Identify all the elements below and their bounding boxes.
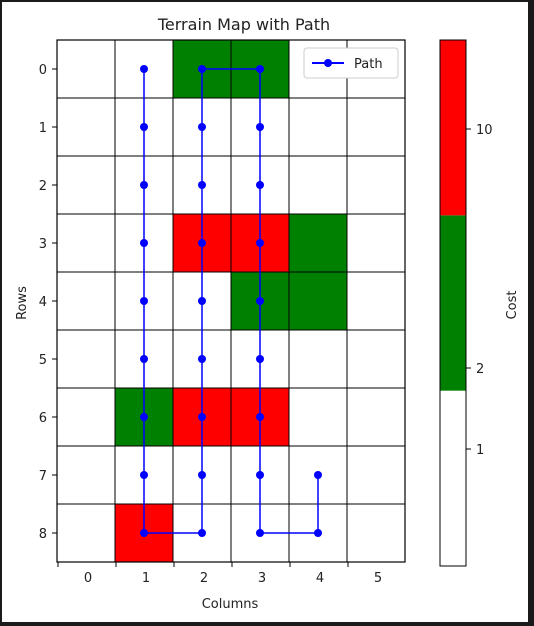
y-axis-label: Rows (15, 286, 30, 320)
terrain-cell-r5-c4 (288, 329, 348, 389)
terrain-cell-r1-c5 (346, 97, 406, 157)
terrain-cell-r8-c0 (56, 503, 116, 563)
path-point-16 (198, 123, 206, 131)
x-axis-label: Columns (202, 597, 259, 612)
path-point-26 (256, 529, 264, 537)
path-point-25 (256, 471, 264, 479)
terrain-cell-r3-c5 (346, 213, 406, 273)
y-tick-label-1: 1 (39, 121, 47, 136)
colorbar-label: Cost (505, 291, 520, 320)
terrain-chart: Terrain Map with Path 0 1 2 3 4 5 0 1 2 3 4 5 6 7 8 Co… (15, 15, 520, 612)
path-point-10 (198, 471, 206, 479)
y-tick-label-0: 0 (39, 63, 47, 78)
y-tick-label-8: 8 (39, 527, 47, 542)
colorbar-frame (439, 39, 467, 567)
terrain-cell-r1-c0 (56, 97, 116, 157)
terrain-cell-r2-c5 (346, 155, 406, 215)
terrain-cell-r3-c4 (288, 213, 348, 273)
y-tick-label-7: 7 (39, 469, 47, 484)
terrain-cell-r5-c0 (56, 329, 116, 389)
path-point-4 (140, 297, 148, 305)
chart-title: Terrain Map with Path (157, 15, 330, 34)
path-point-6 (140, 413, 148, 421)
terrain-cell-r2-c4 (288, 155, 348, 215)
terrain-cell-r3-c0 (56, 213, 116, 273)
path-point-7 (140, 471, 148, 479)
path-point-12 (198, 355, 206, 363)
path-point-21 (256, 239, 264, 247)
colorbar: 1 2 10 (439, 39, 493, 567)
path-point-2 (140, 181, 148, 189)
x-tick-label-2: 2 (200, 571, 208, 586)
colorbar-segment-10 (440, 40, 466, 216)
terrain-cell-r0-c0 (56, 39, 116, 99)
terrain-cell-r2-c0 (56, 155, 116, 215)
x-tick-label-0: 0 (84, 571, 92, 586)
chart-figure: Terrain Map with Path 0 1 2 3 4 5 0 1 2 3 4 5 6 7 8 Co… (2, 2, 528, 622)
x-tick-label-4: 4 (316, 571, 324, 586)
y-tick-label-6: 6 (39, 411, 47, 426)
path-point-20 (256, 181, 264, 189)
terrain-cell-r1-c4 (288, 97, 348, 157)
terrain-cell-r4-c0 (56, 271, 116, 331)
terrain-cell-r4-c4 (288, 271, 348, 331)
axes: 0 1 2 3 4 5 0 1 2 3 4 5 6 7 8 (39, 39, 406, 586)
path-point-28 (314, 471, 322, 479)
x-tick-label-3: 3 (258, 571, 266, 586)
y-tick-label-5: 5 (39, 353, 47, 368)
legend-path-label: Path (354, 57, 383, 72)
path-point-17 (198, 65, 206, 73)
colorbar-segment-1 (440, 390, 466, 566)
terrain-cell-r7-c0 (56, 445, 116, 505)
colorbar-segment-2 (440, 215, 466, 391)
path-point-23 (256, 355, 264, 363)
terrain-cell-r7-c5 (346, 445, 406, 505)
path-point-14 (198, 239, 206, 247)
y-tick-label-2: 2 (39, 179, 47, 194)
path-point-27 (314, 529, 322, 537)
colorbar-tick-label-10: 10 (476, 123, 493, 138)
path-series (140, 65, 322, 537)
path-point-11 (198, 413, 206, 421)
colorbar-tick-label-2: 2 (476, 362, 484, 377)
path-point-19 (256, 123, 264, 131)
path-point-9 (198, 529, 206, 537)
y-tick-label-4: 4 (39, 295, 47, 310)
path-point-18 (256, 65, 264, 73)
path-point-5 (140, 355, 148, 363)
terrain-cell-r8-c5 (346, 503, 406, 563)
colorbar-tick-label-1: 1 (476, 443, 484, 458)
x-tick-label-5: 5 (374, 571, 382, 586)
terrain-cell-r5-c5 (346, 329, 406, 389)
path-point-13 (198, 297, 206, 305)
path-point-15 (198, 181, 206, 189)
path-point-3 (140, 239, 148, 247)
legend-box (303, 47, 399, 79)
terrain-cell-r6-c4 (288, 387, 348, 447)
terrain-cell-r6-c0 (56, 387, 116, 447)
y-tick-label-3: 3 (39, 237, 47, 252)
terrain-cell-r6-c5 (346, 387, 406, 447)
path-point-22 (256, 297, 264, 305)
legend-path-marker (324, 59, 332, 67)
x-tick-label-1: 1 (142, 571, 150, 586)
terrain-cells (56, 39, 406, 563)
path-point-1 (140, 123, 148, 131)
path-point-0 (140, 65, 148, 73)
path-point-24 (256, 413, 264, 421)
terrain-cell-r4-c5 (346, 271, 406, 331)
legend: Path (303, 47, 399, 79)
path-point-8 (140, 529, 148, 537)
